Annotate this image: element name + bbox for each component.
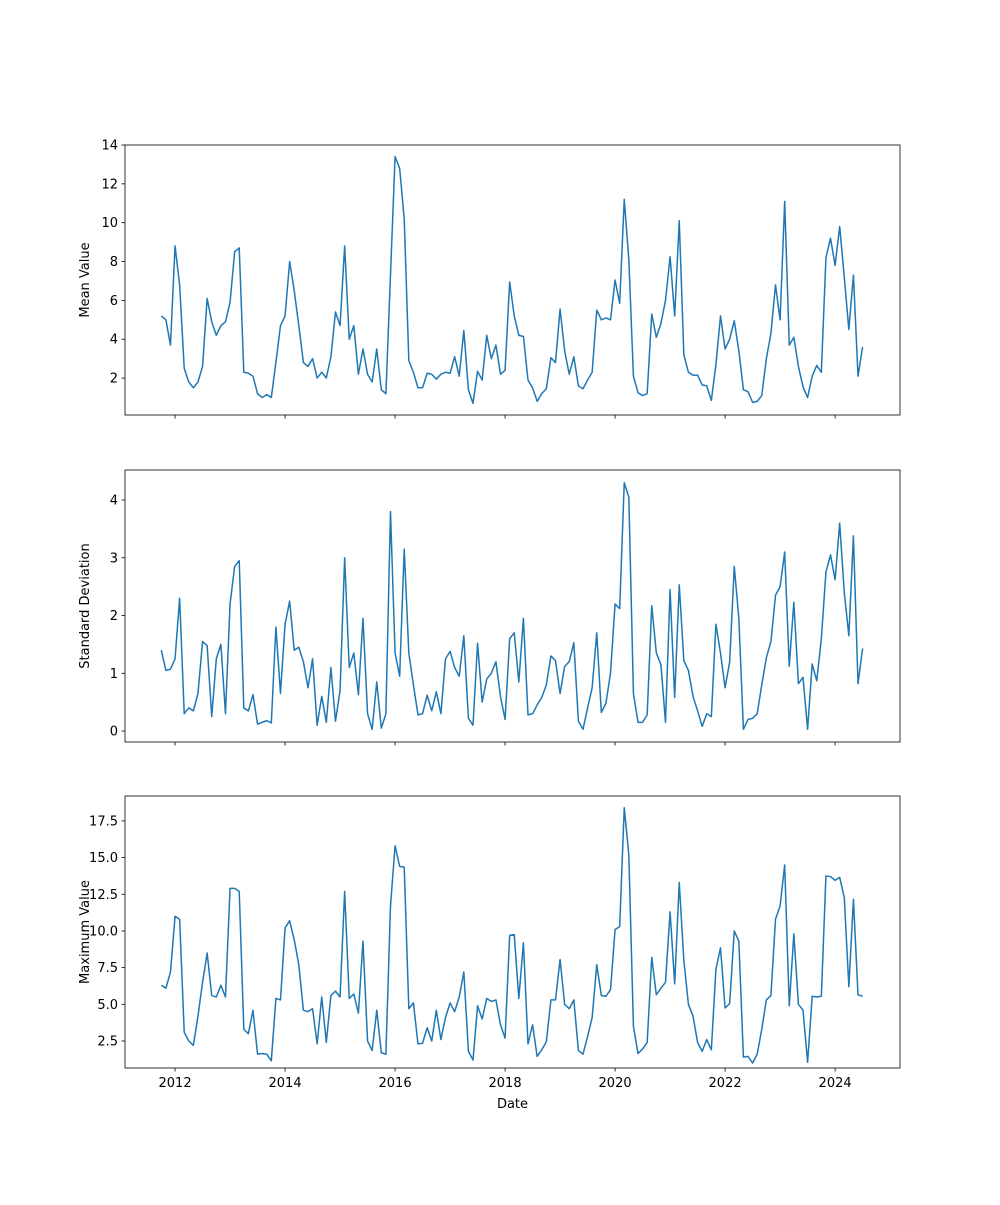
x-tick-label: 2022 — [709, 1076, 742, 1091]
subplot-1: 2 4 6 8 10 12 14 Mean Value — [78, 139, 901, 419]
y-tick-label: 7.5 — [97, 961, 118, 976]
series-line — [160, 806, 863, 1064]
x-tick-label: 2020 — [599, 1076, 632, 1091]
y-tick-label: 6 — [110, 294, 118, 309]
series-line — [160, 481, 864, 731]
series-line — [160, 155, 864, 405]
y-tick-label: 2 — [110, 372, 118, 387]
y-tick-label: 10.0 — [89, 924, 118, 939]
y-tick-label: 14 — [101, 139, 118, 154]
y-tick-label: 4 — [110, 494, 118, 509]
x-tick-label: 2024 — [819, 1076, 852, 1091]
y-tick-label: 2.5 — [97, 1035, 118, 1050]
x-tick-label: 2016 — [379, 1076, 412, 1091]
y-tick-label: 4 — [110, 333, 118, 348]
y-tick-label: 17.5 — [89, 814, 118, 829]
x-tick-label: 2014 — [269, 1076, 302, 1091]
y-tick-label: 12.5 — [89, 888, 118, 903]
x-tick-label: 2018 — [489, 1076, 522, 1091]
y-tick-label: 10 — [101, 216, 118, 231]
x-axis-label: Date — [497, 1097, 528, 1112]
y-tick-label: 2 — [110, 609, 118, 624]
y-tick-label: 12 — [101, 177, 118, 192]
axes-frame — [124, 144, 901, 416]
y-axis-label: Maximum Value — [78, 880, 93, 984]
y-axis-label: Standard Deviation — [78, 543, 93, 668]
axes-frame — [124, 795, 901, 1069]
y-tick-label: 3 — [110, 551, 118, 566]
y-tick-label: 0 — [110, 725, 118, 740]
subplot-3: 2.5 5.0 7.5 10.0 12.5 15.0 17.5 2012 2014 2016 201… — [78, 795, 901, 1112]
axes-frame — [124, 469, 901, 743]
y-axis-label: Mean Value — [78, 242, 93, 317]
x-tick-label: 2012 — [159, 1076, 192, 1091]
y-tick-label: 5.0 — [97, 998, 118, 1013]
y-tick-label: 1 — [110, 667, 118, 682]
subplot-2: 0 1 2 3 4 Standard Deviation — [78, 469, 901, 746]
y-tick-label: 8 — [110, 255, 118, 270]
y-tick-label: 15.0 — [89, 851, 118, 866]
